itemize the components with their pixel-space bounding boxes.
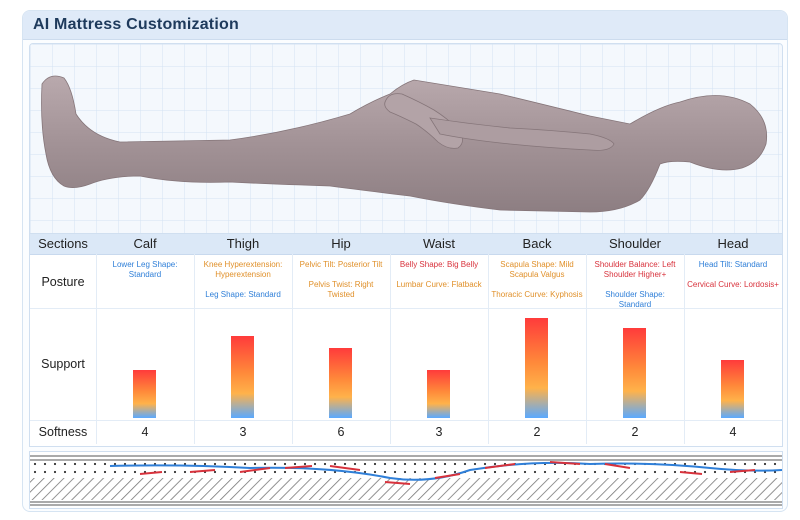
- column-header-back: Back: [522, 236, 552, 251]
- posture-note: Thoracic Curve: Kyphosis: [491, 290, 583, 299]
- softness-value-waist: 3: [435, 425, 443, 439]
- divider: [292, 254, 293, 444]
- softness-value-calf: 4: [141, 425, 149, 439]
- title-bar: AI Mattress Customization: [23, 11, 787, 40]
- body-scan-graphic: [30, 44, 782, 236]
- row-label-softness: Softness: [38, 425, 88, 439]
- divider: [30, 420, 782, 421]
- support-bar-waist: [427, 370, 450, 418]
- divider: [684, 254, 685, 444]
- posture-cell-back: Scapula Shape: Mild Scapula Valgus Thorac…: [491, 260, 583, 310]
- body-model: [41, 75, 768, 213]
- posture-cell-waist: Belly Shape: Big Belly Lumbar Curve: Flat…: [393, 260, 485, 300]
- divider: [96, 254, 97, 444]
- posture-note: Cervical Curve: Lordosis+: [687, 280, 779, 289]
- posture-note: Head Tilt: Standard: [698, 260, 768, 269]
- posture-note: Shoulder Shape: Standard: [605, 290, 665, 309]
- support-bar-back: [525, 318, 548, 418]
- support-bar-head: [721, 360, 744, 418]
- column-header-shoulder: Shoulder: [608, 236, 662, 251]
- divider: [30, 308, 782, 309]
- posture-note: Shoulder Balance: Left Shoulder Higher+: [594, 260, 676, 279]
- support-bar-hip: [329, 348, 352, 418]
- column-header-calf: Calf: [133, 236, 157, 251]
- posture-note: Pelvis Twist: Right Twisted: [308, 280, 374, 299]
- body-scan-view: [29, 43, 783, 237]
- posture-cell-shoulder: Shoulder Balance: Left Shoulder Higher+ S…: [589, 260, 681, 320]
- posture-note: Leg Shape: Standard: [205, 290, 281, 299]
- posture-cell-hip: Pelvic Tilt: Posterior Tilt Pelvis Twist:…: [295, 260, 387, 310]
- row-label-posture: Posture: [41, 275, 85, 289]
- column-header-head: Head: [717, 236, 749, 251]
- support-bar-thigh: [231, 336, 254, 418]
- posture-note: Belly Shape: Big Belly: [399, 260, 479, 269]
- customization-panel: AI Mattress Customization: [22, 10, 788, 512]
- softness-value-hip: 6: [337, 425, 345, 439]
- softness-value-thigh: 3: [239, 425, 247, 439]
- posture-cell-calf: Lower Leg Shape: Standard: [99, 260, 191, 290]
- row-label-support: Support: [41, 357, 85, 371]
- table-header: Sections Calf Thigh Hip Waist Back Shoul…: [30, 234, 782, 255]
- column-header-thigh: Thigh: [226, 236, 260, 251]
- divider: [586, 254, 587, 444]
- posture-note: Knee Hyperextension: Hyperextension: [203, 260, 283, 279]
- sections-header: Sections: [38, 236, 88, 251]
- posture-note: Lumbar Curve: Flatback: [396, 280, 482, 289]
- posture-note: Scapula Shape: Mild Scapula Valgus: [500, 260, 574, 279]
- posture-cell-head: Head Tilt: Standard Cervical Curve: Lordo…: [687, 260, 779, 300]
- posture-cell-thigh: Knee Hyperextension: Hyperextension Leg S…: [197, 260, 289, 310]
- divider: [194, 254, 195, 444]
- support-bar-calf: [133, 370, 156, 418]
- page-title: AI Mattress Customization: [33, 16, 239, 33]
- divider: [390, 254, 391, 444]
- softness-value-back: 2: [533, 425, 541, 439]
- column-header-hip: Hip: [331, 236, 351, 251]
- softness-value-head: 4: [729, 425, 737, 439]
- softness-value-shoulder: 2: [631, 425, 639, 439]
- mattress-cross-section: [29, 451, 783, 509]
- posture-note: Lower Leg Shape: Standard: [112, 260, 178, 279]
- posture-note: Pelvic Tilt: Posterior Tilt: [299, 260, 383, 269]
- divider: [488, 254, 489, 444]
- zone-table: Sections Calf Thigh Hip Waist Back Shoul…: [29, 233, 783, 447]
- support-bar-shoulder: [623, 328, 646, 418]
- column-header-waist: Waist: [422, 236, 456, 251]
- mattress-layers-graphic: [30, 452, 782, 508]
